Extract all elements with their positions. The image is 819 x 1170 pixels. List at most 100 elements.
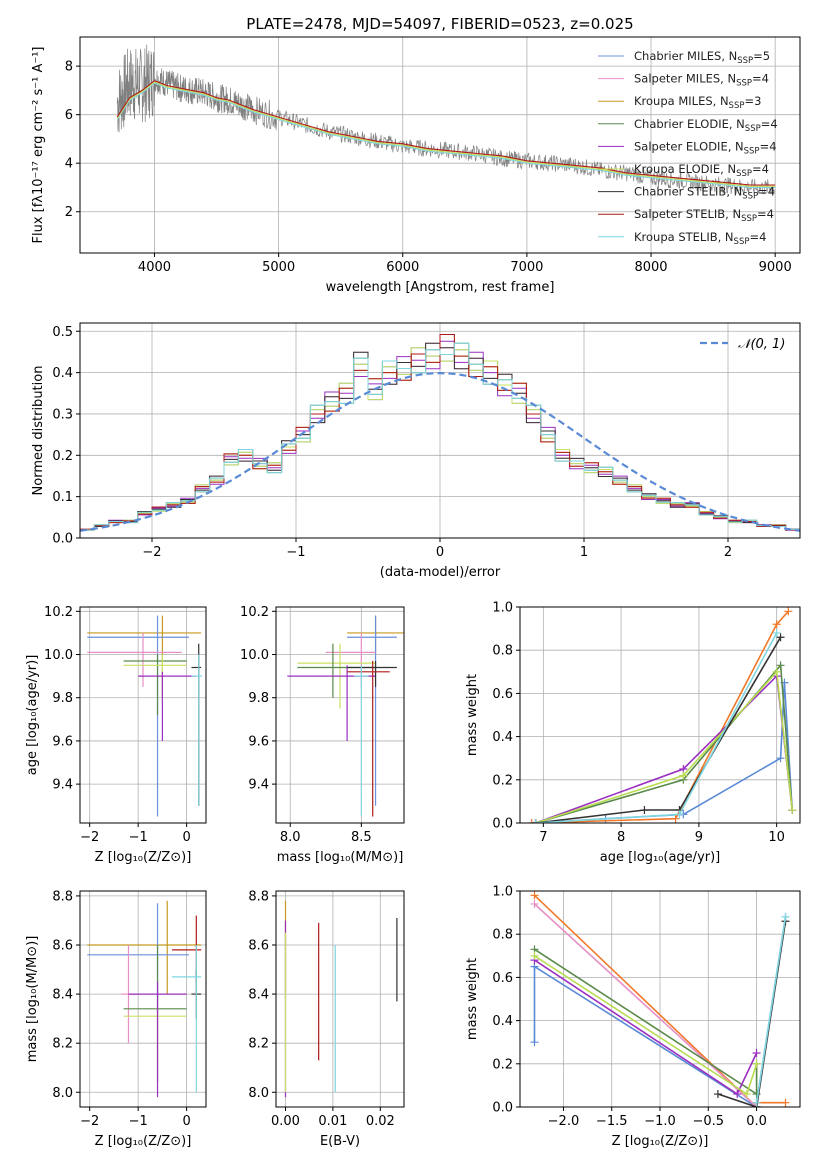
panel-spectrum: 4000 5000 6000 7000 8000 9000 2 4 6 8 wavelength [… [31,36,801,295]
y-tick-label: 0.5 [52,325,73,340]
weight-marker [781,1098,790,1107]
x-axis-label: (data-model)/error [380,565,501,580]
weight-marker [671,814,680,823]
y-tick-label: 6 [65,108,73,123]
x-tick-label: 0 [182,830,190,845]
plot-area [287,615,404,817]
legend-entry-label: Salpeter ELODIE, N [634,139,744,153]
x-tick-label: 8 [617,830,625,845]
y-tick-label: 8 [65,60,73,75]
legend-entry: Kroupa STELIB, NSSP=4 [634,230,766,247]
y-axis-label: mass [log₁₀(M/M⊙)] [25,936,40,1063]
legend-entry-label: Chabrier ELODIE, N [634,117,745,131]
axis-ticks: −2 −1 0 1 2 0.0 0.1 0.2 0.3 0.4 0.5 [52,325,732,560]
axes-frame [79,36,801,254]
y-tick-label: 0.3 [52,407,73,422]
x-tick-label: −0.5 [692,1114,724,1129]
panel-age-vs-mass: 8.0 8.5 9.4 9.6 9.8 10.0 10.2 mass [log₁₀(M/M⊙)… [240,605,405,865]
axes-frame [79,890,207,1108]
y-tick-label: 8.8 [52,889,73,904]
x-tick-label: −1 [129,830,148,845]
legend-entry-count: =4 [749,230,766,244]
y-tick-label: 0.1 [52,490,73,505]
y-tick-label: 10.0 [240,648,269,663]
spectrum-data-line [116,44,775,195]
weight-marker [530,891,539,900]
legend-entry: Salpeter ELODIE, NSSP=4 [634,139,777,156]
legend-entry-label: Salpeter STELIB, N [634,207,741,221]
y-tick-label: 10.2 [240,605,269,620]
y-tick-label: 9.8 [248,691,269,706]
y-axis-label: Normed distribution [31,366,46,496]
legend-entry: Chabrier MILES, NSSP=5 [634,49,770,66]
normal-curve [80,371,800,532]
weight-marker [772,628,781,637]
legend-entry-label: Kroupa MILES, N [634,94,729,108]
plot-area [87,615,203,817]
x-tick-label: 8.5 [351,830,372,845]
figure-title: PLATE=2478, MJD=54097, FIBERID=0523, z=0… [246,15,633,33]
legend-entry-subscript: SSP [737,56,753,66]
y-tick-label: 8.0 [52,1086,73,1101]
panel-residuals: 𝒩(0, 1) −2 −1 0 1 2 0.0 0.1 0.2 0.3 0.4 0.5 (data-mo… [31,322,801,580]
legend-entry-count: =4 [758,185,775,199]
legend-entry-subscript: SSP [741,214,757,224]
x-tick-label: 7000 [510,260,543,275]
x-tick-label: −1.5 [596,1114,628,1129]
x-tick-label: −1 [129,1114,148,1129]
y-tick-label: 8.2 [248,1037,269,1052]
axis-ticks: −2.0 −1.5 −1.0 −0.5 0.0 0.0 0.2 0.4 0.6 0.8 1.0 [492,885,767,1130]
legend-entry-count: =4 [757,207,774,221]
panel-weight-vs-age: 7 8 9 10 0.0 0.2 0.4 0.6 0.8 1.0 age [log₁₀(age/yr… [465,601,801,865]
axis-ticks: 7 8 9 10 0.0 0.2 0.4 0.6 0.8 1.0 [492,601,785,846]
axis-ticks: 8.0 8.5 9.4 9.6 9.8 10.0 10.2 [240,605,372,845]
legend-entry-subscript: SSP [729,101,745,111]
weight-marker [776,633,785,642]
weight-marker [675,810,684,819]
x-axis-label: Z [log₁₀(Z/Z⊙)] [95,850,192,865]
axes-frame [275,890,405,1108]
x-tick-label: −2.0 [548,1114,580,1129]
x-axis-label: mass [log₁₀(M/M⊙)] [277,850,404,865]
weight-marker [527,819,536,823]
y-tick-label: 0.2 [492,1057,513,1072]
y-axis-label: mass weight [465,958,480,1040]
spectrum-model-line [116,80,776,186]
y-tick-label: 0.2 [52,449,73,464]
legend-entry-label: Salpeter MILES, N [634,72,736,86]
legend-entry-label: Kroupa ELODIE, N [634,162,736,176]
weight-marker [752,1059,761,1068]
legend-entry-subscript: SSP [734,237,750,247]
x-axis-label: age [log₁₀(age/yr)] [600,850,721,865]
axes-frame [275,606,405,824]
y-tick-label: 0.4 [52,366,73,381]
weight-marker [531,819,540,823]
panel-age-vs-Z: −2 −1 0 9.4 9.6 9.8 10.0 10.2 Z [log₁₀(Z/Z⊙)] age… [25,605,207,865]
y-tick-label: 9.4 [52,778,73,793]
x-tick-label: 1 [580,545,588,560]
x-tick-label: 9000 [759,260,792,275]
legend-entry-count: =3 [744,94,761,108]
weight-line [533,903,758,1107]
panel-mass-vs-ebv: 0.00 0.01 0.02 8.0 8.2 8.4 8.6 8.8 E(B-V) [248,889,405,1149]
weight-marker [713,1090,722,1099]
weight-marker [772,667,781,676]
y-tick-label: 9.8 [52,691,73,706]
legend-entry-subscript: SSP [742,192,758,202]
y-tick-label: 0.2 [492,773,513,788]
weight-marker [742,1090,751,1099]
y-tick-label: 0.4 [492,730,513,745]
legend-entry: Salpeter STELIB, NSSP=4 [634,207,774,224]
legend-entry-subscript: SSP [736,79,752,89]
legend-entry-count: =4 [760,139,777,153]
y-tick-label: 0.8 [492,928,513,943]
x-tick-label: 7 [539,830,547,845]
y-tick-label: 8.6 [52,939,73,954]
y-axis-label: Flux [fλ10⁻¹⁷ erg cm⁻² s⁻¹ A⁻¹] [31,47,46,244]
plot-area [116,44,776,195]
y-tick-label: 0.0 [52,532,73,547]
y-tick-label: 8.8 [248,889,269,904]
y-tick-label: 1.0 [492,885,513,900]
legend-entry-label: Chabrier MILES, N [634,49,737,63]
x-tick-label: 0.01 [318,1114,347,1129]
